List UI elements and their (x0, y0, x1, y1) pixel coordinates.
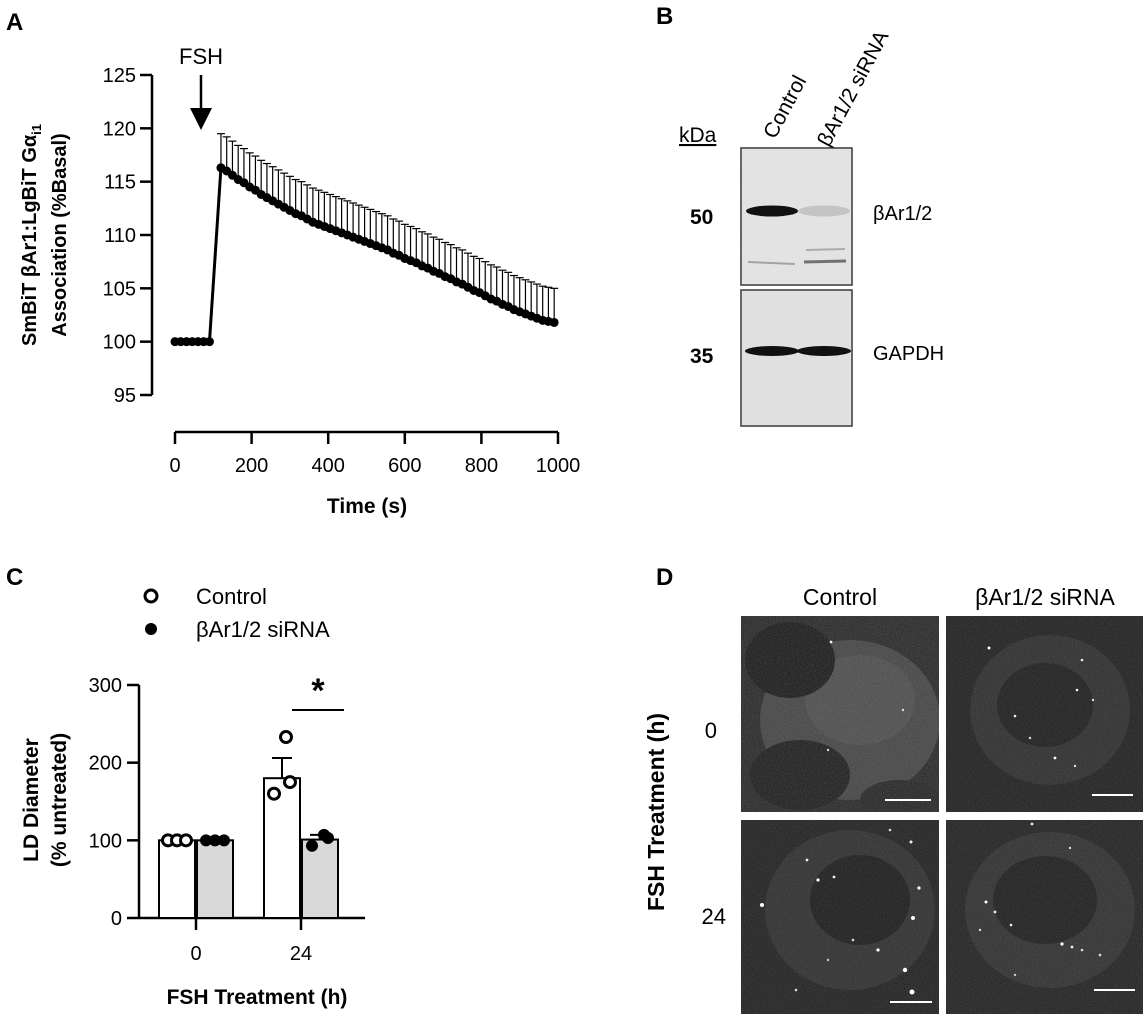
western-blot: kDa Control βAr1/2 siRNA 50 35 βAr1/2 GA… (679, 27, 944, 427)
chart-c-point (283, 775, 297, 790)
chart-a-y-label-line1: SmBiT βAr1:LgBiT Gα (19, 134, 41, 346)
blot-membrane-bottom (740, 289, 853, 427)
chart-a-x-tick-label: 400 (312, 455, 345, 477)
chart-c-bar (158, 839, 196, 919)
micrograph-control-0h (741, 616, 940, 820)
chart-c-bar (301, 838, 339, 919)
chart-c-point (267, 786, 281, 801)
micrograph-grid: Control βAr1/2 siRNA FSH Treatment (h) 0… (643, 584, 1143, 1014)
blot-band (798, 205, 850, 217)
chart-c-y-tick-label: 200 (89, 753, 122, 775)
chart-c-point (179, 833, 193, 848)
micrograph-sirna-24h (946, 820, 1143, 1014)
chart-a-y-label-line2: Association (%Basal) (49, 133, 71, 336)
chart-c-point (279, 730, 293, 745)
chart-a-y-axis: 95 100 105 110 115 120 125 (103, 65, 154, 407)
chart-a-x-tick-label: 0 (169, 455, 180, 477)
significance-star: * (311, 672, 325, 710)
chart-a-x-tick-label: 200 (235, 455, 268, 477)
panel-label-d: D (656, 564, 673, 591)
chart-c-y-tick-label: 300 (89, 675, 122, 697)
fsh-annotation: FSH (179, 44, 223, 130)
chart-c-bars (158, 757, 339, 920)
chart-a-y-label-subscript: i1 (29, 124, 44, 135)
blot-marker-50: 50 (690, 206, 713, 229)
chart-c-y-axis: 0 100 200 300 (89, 675, 141, 930)
chart-a-y-tick-label: 115 (104, 172, 136, 194)
chart-c: Control βAr1/2 siRNA 0 100 200 300 0 24 * FS… (20, 584, 365, 1009)
chart-c-x-tick-label: 0 (190, 943, 201, 965)
chart-c-points (161, 730, 334, 852)
micrograph-sirna-0h (946, 616, 1143, 812)
blot-top-bands (746, 205, 850, 217)
legend-marker-control (143, 588, 159, 604)
chart-a: 95 100 105 110 115 120 125 0 200 400 600 800 1000 T… (19, 44, 580, 518)
chart-c-y-label-line1: LD Diameter (20, 738, 43, 862)
chart-a-y-tick-label: 95 (114, 385, 136, 407)
micrograph-row-label-0: 0 (705, 718, 717, 743)
chart-a-errorbars (216, 133, 559, 323)
blot-bottom-bands (745, 346, 851, 356)
blot-lane-label-sirna: βAr1/2 siRNA (813, 27, 893, 150)
micrograph-row-title: FSH Treatment (h) (643, 713, 669, 911)
chart-c-x-axis: 0 24 (139, 916, 365, 965)
panel-label-c: C (6, 564, 23, 591)
fsh-arrow-head (190, 108, 212, 130)
blot-band-label-bar: βAr1/2 (873, 203, 932, 225)
chart-a-y-tick-label: 110 (104, 225, 136, 247)
chart-a-x-tick-label: 800 (465, 455, 498, 477)
chart-c-y-label-line2: (% untreated) (48, 733, 71, 867)
fsh-annotation-label: FSH (179, 44, 223, 69)
blot-band (745, 346, 799, 356)
micrograph-row-label-24: 24 (702, 904, 726, 929)
blot-unit-label: kDa (679, 124, 717, 147)
legend-marker-sirna (145, 623, 157, 635)
chart-c-point (218, 834, 230, 847)
micrograph-col-label-control: Control (803, 584, 877, 610)
blot-band (746, 205, 798, 217)
blot-marker-35: 35 (690, 345, 714, 368)
chart-a-y-tick-label: 100 (103, 332, 136, 354)
chart-a-y-tick-label: 125 (103, 65, 136, 87)
blot-band (797, 346, 851, 356)
chart-c-point (318, 828, 330, 841)
legend-label-sirna: βAr1/2 siRNA (196, 617, 330, 642)
blot-lane-label-control: Control (759, 72, 811, 143)
chart-c-y-label: LD Diameter (% untreated) (20, 733, 71, 867)
significance-marker: * (292, 672, 344, 711)
chart-a-y-label: SmBiT βAr1:LgBiT Gαi1 Association (%Basa… (19, 124, 71, 346)
chart-a-x-tick-label: 1000 (536, 455, 581, 477)
legend-label-control: Control (196, 584, 267, 609)
chart-a-point (549, 317, 559, 327)
chart-a-x-axis: 0 200 400 600 800 1000 (169, 430, 581, 477)
chart-c-legend: Control βAr1/2 siRNA (143, 584, 330, 642)
chart-a-y-tick-label: 105 (103, 278, 136, 300)
chart-c-x-label: FSH Treatment (h) (167, 986, 348, 1009)
svg-text:SmBiT βAr1:LgBiT Gαi1: SmBiT βAr1:LgBiT Gαi1 (19, 124, 44, 346)
chart-c-bar (263, 777, 301, 920)
chart-c-y-tick-label: 100 (89, 830, 122, 852)
blot-band-label-gapdh: GAPDH (873, 343, 944, 365)
micrograph-control-24h (741, 820, 939, 1014)
chart-a-series (170, 163, 559, 347)
micrograph-col-label-sirna: βAr1/2 siRNA (975, 584, 1115, 610)
chart-a-x-label: Time (s) (327, 495, 407, 518)
chart-a-y-tick-label: 120 (103, 118, 136, 140)
chart-c-point (306, 839, 318, 852)
chart-c-bar (196, 839, 234, 919)
chart-c-x-tick-label: 24 (290, 943, 312, 965)
chart-c-point (209, 834, 221, 847)
chart-c-y-tick-label: 0 (111, 908, 122, 930)
blot-membrane-top (740, 147, 853, 286)
chart-c-point (200, 834, 212, 847)
panel-label-b: B (656, 3, 673, 30)
chart-a-x-tick-label: 600 (388, 455, 421, 477)
chart-a-series-line (175, 165, 555, 344)
panel-label-a: A (6, 9, 23, 36)
chart-a-point (204, 337, 214, 347)
